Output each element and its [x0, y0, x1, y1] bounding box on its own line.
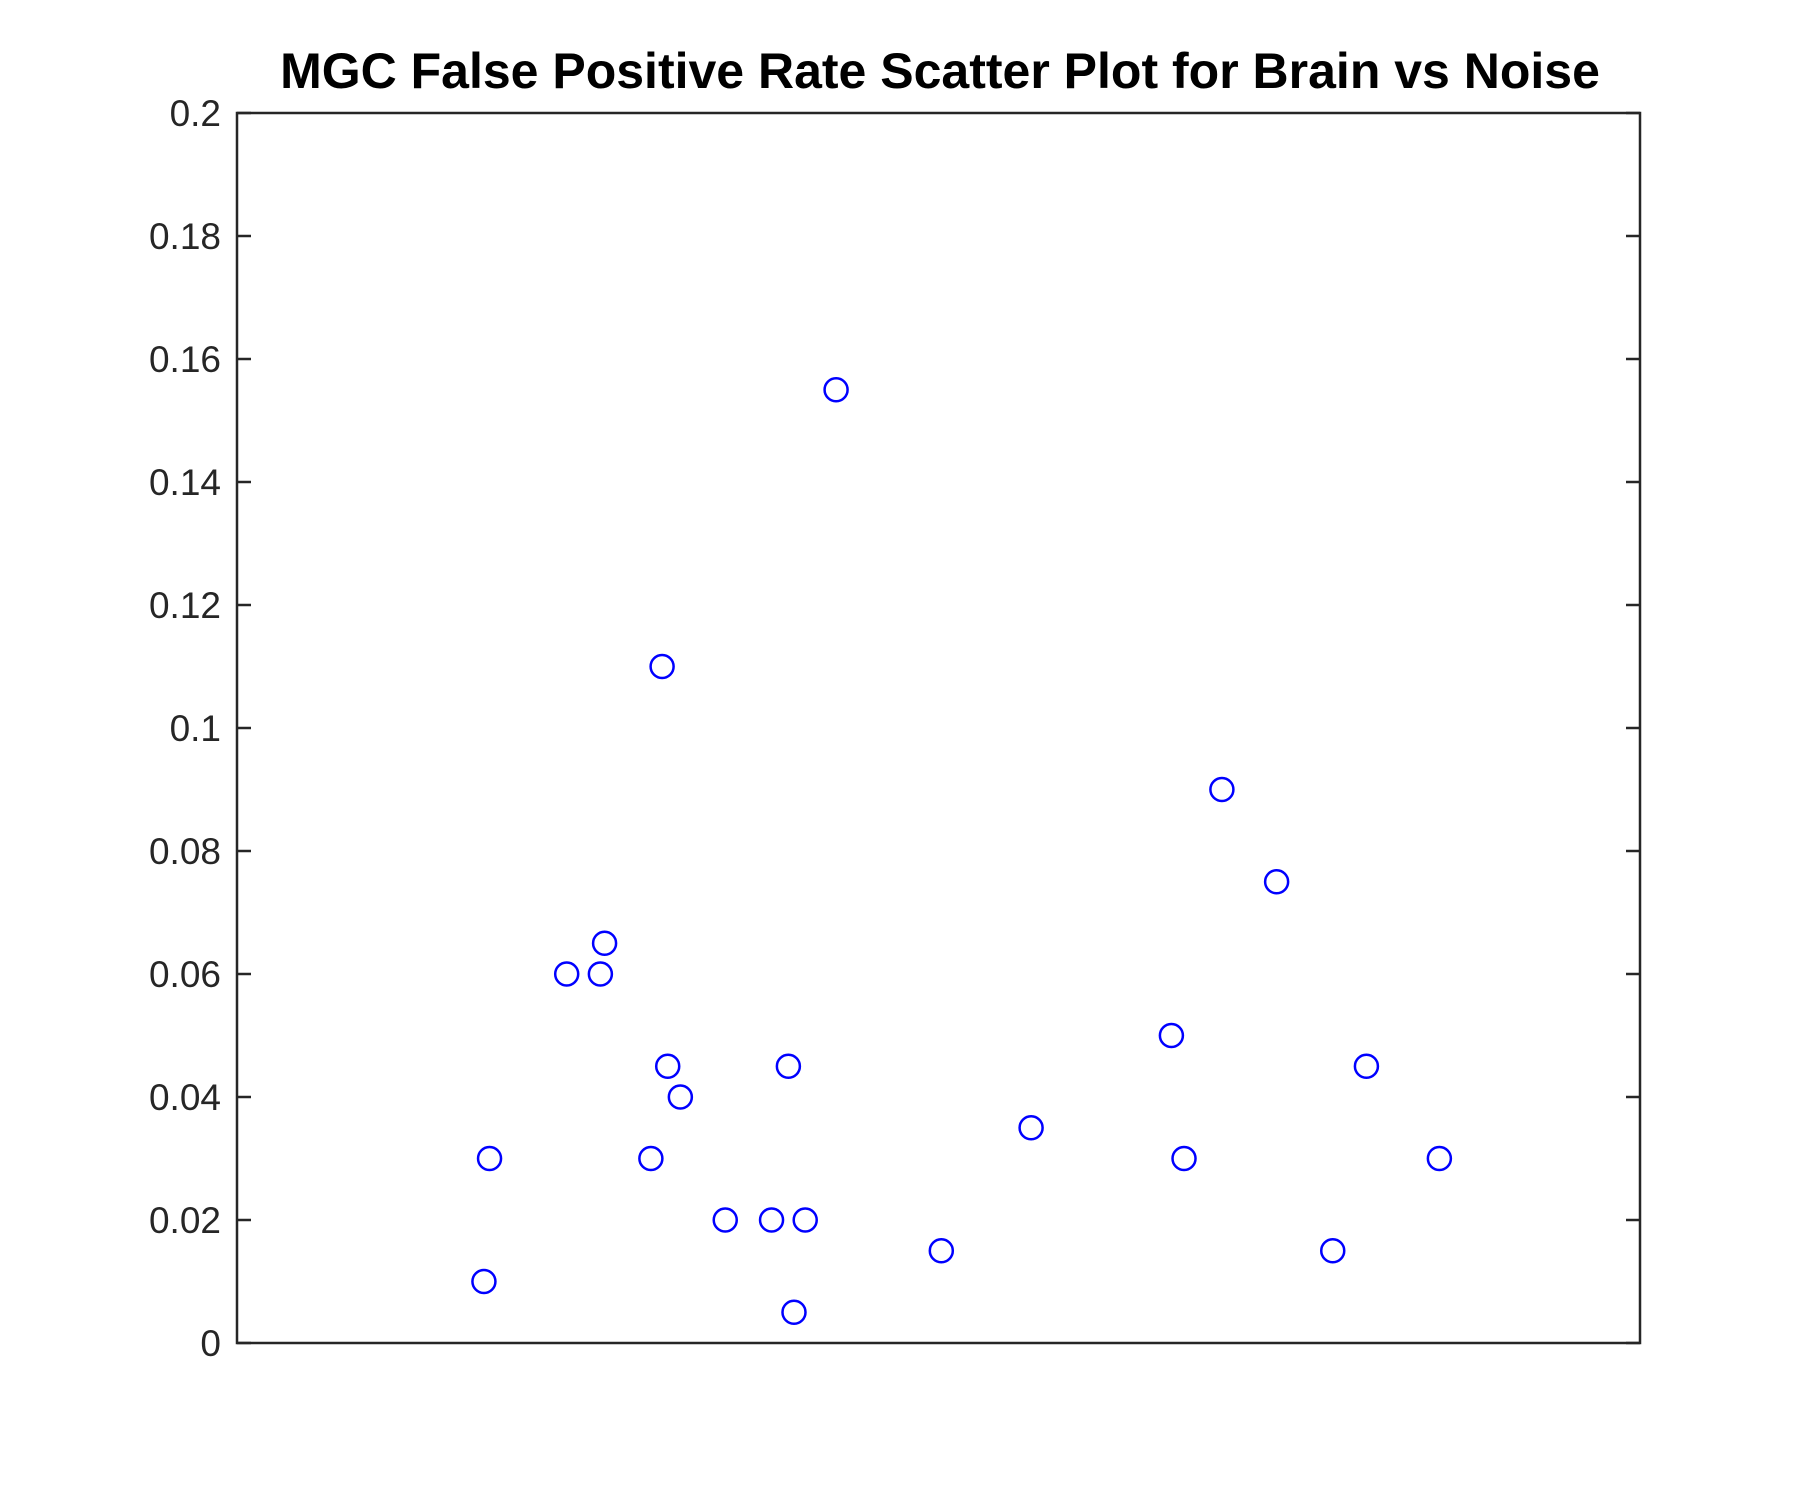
- y-tick-label: 0.16: [149, 339, 221, 380]
- data-point: [1209, 776, 1235, 803]
- data-point: [1319, 1238, 1346, 1264]
- y-tick-label: 0.1: [170, 708, 221, 749]
- data-point: [591, 930, 618, 956]
- data-point: [792, 1207, 818, 1233]
- data-point: [1263, 869, 1290, 895]
- data-point: [667, 1084, 694, 1110]
- y-tick-label: 0.08: [149, 831, 221, 872]
- data-point: [1158, 1022, 1185, 1049]
- data-point: [928, 1238, 955, 1264]
- y-tick-label: 0.2: [170, 93, 221, 134]
- chart-title: MGC False Positive Rate Scatter Plot for…: [280, 43, 1600, 99]
- y-axis: 0 0.02 0.04 0.06 0.08 0.1 0.12 0.14 0.16 0.18 0.2: [149, 93, 1640, 1364]
- y-tick-label: 0: [200, 1323, 221, 1364]
- data-point: [758, 1207, 785, 1233]
- y-tick-label: 0.12: [149, 585, 221, 626]
- y-tick-label: 0.06: [149, 954, 221, 995]
- y-tick-label: 0.04: [149, 1077, 221, 1118]
- data-point: [1426, 1145, 1453, 1172]
- data-point: [1018, 1115, 1044, 1141]
- data-point: [823, 377, 849, 403]
- data-point: [649, 653, 675, 680]
- data-point: [1171, 1145, 1197, 1172]
- y-tick-label: 0.02: [149, 1200, 221, 1241]
- data-point: [654, 1053, 681, 1079]
- data-point: [476, 1145, 503, 1172]
- data-point: [471, 1268, 497, 1295]
- data-point: [775, 1053, 802, 1079]
- data-point: [712, 1207, 738, 1233]
- plot-area-box: [235, 111, 1642, 1345]
- data-point: [1353, 1053, 1380, 1079]
- data-points: [471, 377, 1453, 1325]
- data-point: [638, 1145, 664, 1172]
- data-point: [553, 961, 580, 987]
- data-point: [781, 1299, 807, 1325]
- data-point: [587, 961, 614, 987]
- y-tick-label: 0.14: [149, 462, 221, 503]
- y-tick-label: 0.18: [149, 216, 221, 257]
